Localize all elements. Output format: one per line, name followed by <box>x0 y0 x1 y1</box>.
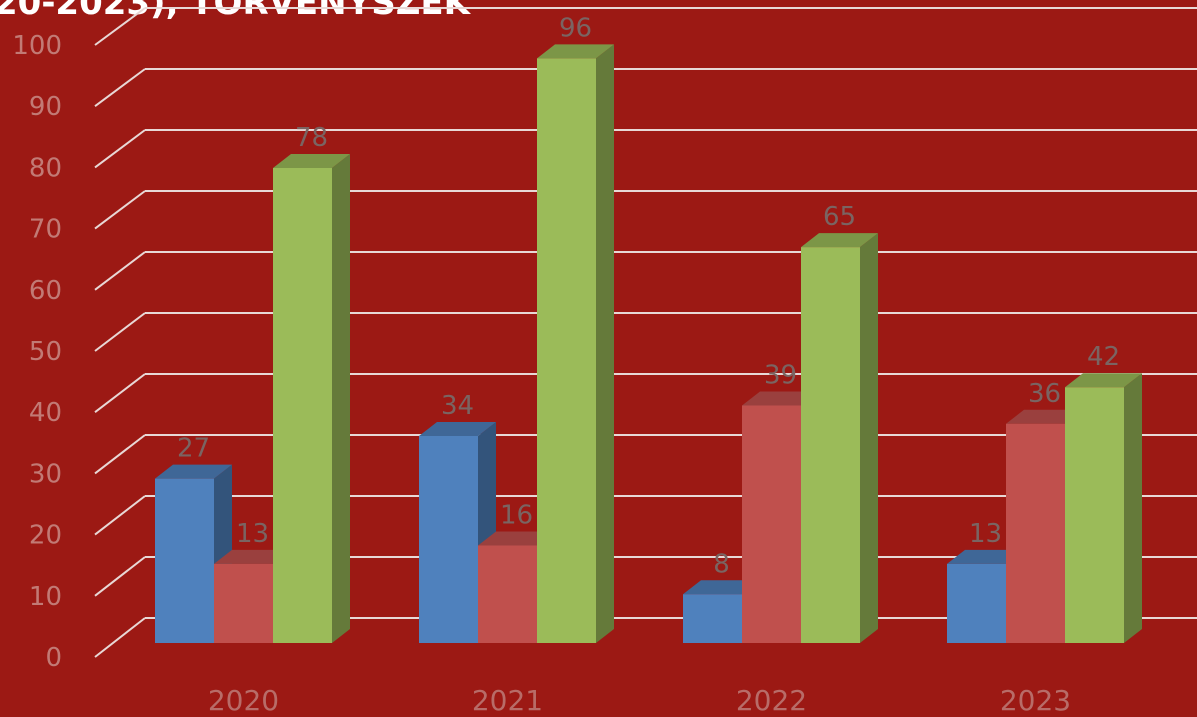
bar-face <box>1006 423 1065 643</box>
x-tick-label: 2022 <box>736 684 807 717</box>
y-tick-label: 80 <box>29 153 62 183</box>
value-label: 13 <box>236 519 269 549</box>
bar-face <box>742 391 819 406</box>
bar-face <box>596 44 614 644</box>
y-tick-label: 0 <box>45 643 62 673</box>
bar-face <box>683 580 760 595</box>
y-tick-label: 90 <box>29 92 62 122</box>
y-tick-label: 20 <box>29 521 62 551</box>
value-label: 16 <box>500 501 533 531</box>
bar-face <box>801 247 860 643</box>
value-label: 78 <box>295 123 328 153</box>
bar <box>801 233 878 643</box>
x-tick-label: 2023 <box>1000 684 1071 717</box>
bar-face <box>478 545 537 643</box>
value-label: 39 <box>764 360 797 390</box>
bar-face <box>332 153 350 644</box>
bar-face <box>1006 409 1083 424</box>
bar <box>1065 373 1142 643</box>
value-label: 65 <box>823 202 856 232</box>
value-label: 27 <box>177 434 210 464</box>
y-tick-label: 30 <box>29 459 62 489</box>
bar-face <box>947 563 1006 643</box>
value-label: 8 <box>713 549 730 579</box>
y-tick-label: 10 <box>29 582 62 612</box>
bar-face <box>273 153 350 168</box>
bar-face <box>419 435 478 643</box>
y-tick-label: 70 <box>29 215 62 245</box>
bar-face <box>683 594 742 643</box>
grid-line-side <box>94 373 146 413</box>
bar-face <box>1124 373 1142 643</box>
value-label: 36 <box>1028 379 1061 409</box>
x-tick-label: 2021 <box>472 684 543 717</box>
grid-line-side <box>94 312 146 352</box>
chart-title: 20-2023), TÖRVÉNYSZÉK <box>0 0 472 23</box>
value-label: 13 <box>969 519 1002 549</box>
y-tick-label: 50 <box>29 337 62 367</box>
grid-line-side <box>94 129 146 169</box>
grid-line-side <box>94 617 146 658</box>
value-label: 42 <box>1087 342 1120 372</box>
value-label: 96 <box>559 13 592 43</box>
bar <box>273 153 350 644</box>
bar-face <box>419 421 496 436</box>
bar-face <box>1065 387 1124 643</box>
bar-face <box>155 464 232 479</box>
bar <box>537 44 614 644</box>
bar-face <box>801 233 878 248</box>
y-tick-label: 60 <box>29 276 62 306</box>
bar-face <box>537 44 614 59</box>
grid-line-side <box>94 434 146 475</box>
bar-face <box>742 405 801 643</box>
bar-face <box>155 478 214 643</box>
grid-line-side <box>94 556 146 597</box>
bar-face <box>1065 373 1142 388</box>
bar-face <box>273 167 332 644</box>
bar-face <box>537 58 596 644</box>
grid-line-side <box>94 495 146 536</box>
bar-face <box>214 563 273 643</box>
grid-line-side <box>94 251 146 291</box>
y-tick-label: 40 <box>29 398 62 428</box>
bar-face <box>478 531 555 546</box>
bar-face <box>947 549 1024 564</box>
bar-face <box>860 233 878 643</box>
grid-line-side <box>94 190 146 230</box>
grid-line-side <box>94 7 146 46</box>
grid-line-side <box>94 68 146 108</box>
value-label: 34 <box>441 391 474 421</box>
bar-face <box>214 549 291 564</box>
x-tick-label: 2020 <box>208 684 279 717</box>
y-tick-label: 100 <box>12 31 62 61</box>
